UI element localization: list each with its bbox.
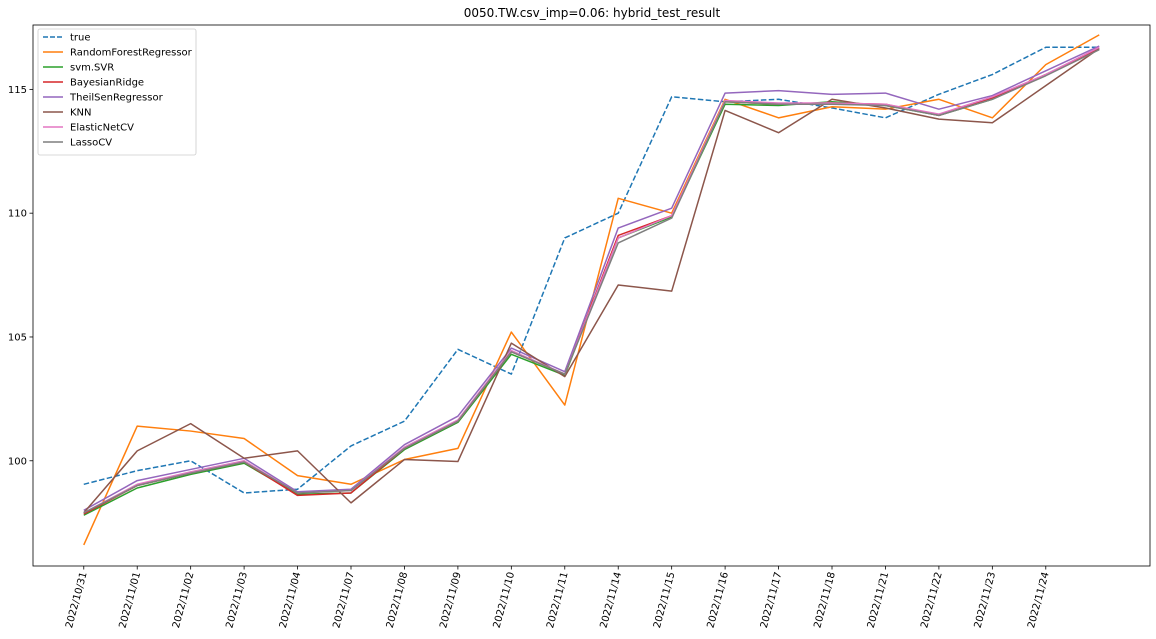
legend: true RandomForestRegressor svm.SVR Bayesian… bbox=[37, 28, 197, 156]
series-line-true bbox=[83, 46, 1100, 494]
series-line-elasticnetcv bbox=[83, 46, 1100, 514]
series-line-knn bbox=[83, 47, 1100, 514]
y-tick-label: 100 bbox=[8, 456, 27, 467]
legend-label: svm.SVR bbox=[70, 63, 114, 74]
axes-frame bbox=[32, 24, 1151, 567]
series-line-theilsenregressor bbox=[83, 45, 1100, 511]
series-line-lassocv bbox=[83, 49, 1100, 514]
legend-label: BayesianRidge bbox=[70, 78, 144, 89]
legend-label: TheilSenRegressor bbox=[69, 93, 164, 104]
chart-title: 0050.TW.csv_imp=0.06: hybrid_test_result bbox=[464, 6, 721, 20]
y-tick-label: 115 bbox=[8, 85, 27, 96]
legend-box bbox=[37, 28, 197, 156]
y-tick-label: 105 bbox=[8, 332, 27, 343]
legend-label: RandomForestRegressor bbox=[70, 48, 193, 59]
legend-label: LassoCV bbox=[70, 138, 112, 149]
y-tick-label: 110 bbox=[8, 209, 27, 220]
plot-area bbox=[83, 34, 1100, 546]
legend-label: KNN bbox=[70, 108, 92, 119]
legend-label: ElasticNetCV bbox=[70, 123, 134, 134]
legend-label: true bbox=[70, 33, 91, 44]
